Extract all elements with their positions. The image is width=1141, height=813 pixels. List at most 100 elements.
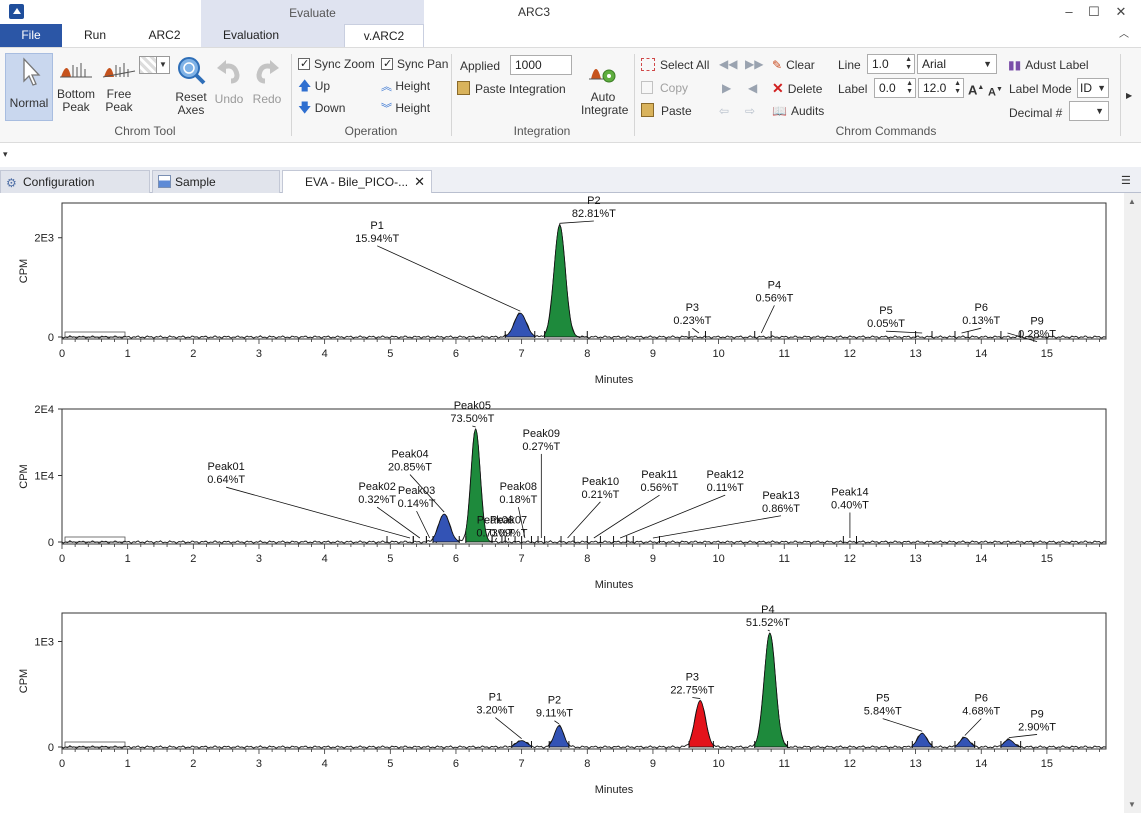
x-tick-label: 5	[387, 348, 393, 360]
font-family-dropdown[interactable]: Arial ▼	[917, 54, 997, 74]
peak-name-label: Peak07	[490, 514, 527, 526]
peak-name-label: Peak11	[641, 469, 678, 481]
normal-tool-button[interactable]: Normal	[5, 53, 53, 121]
peak-name-label: Peak01	[207, 461, 244, 473]
tab-list-menu-icon[interactable]: ☰	[1121, 175, 1131, 187]
audits-label: Audits	[790, 104, 825, 118]
x-tick-label: 12	[844, 758, 856, 770]
first-peak-icon[interactable]: ◀◀	[719, 57, 738, 71]
reset-axes-label-line1: Reset	[175, 90, 207, 104]
paste-button[interactable]: Paste	[641, 103, 692, 119]
close-icon[interactable]: ✕	[1115, 4, 1127, 19]
select-all-button[interactable]: Select All	[641, 57, 709, 73]
plot-frame	[61, 408, 1107, 545]
stepper-arrows-icon: ▲ ▼	[906, 80, 913, 95]
tab-run[interactable]: Run	[83, 28, 106, 42]
peak-leader-line	[409, 474, 445, 513]
tab-varc2[interactable]: v.ARC2	[344, 24, 424, 47]
window-title: ARC3	[518, 5, 551, 19]
peak-area	[688, 700, 714, 748]
arrow-up-icon: 🡅	[298, 78, 312, 93]
increase-font-icon[interactable]: A▲	[968, 82, 985, 98]
label-mode-dropdown[interactable]: ID ▼	[1077, 78, 1109, 98]
label-offset-value: 0.0	[879, 81, 896, 95]
clear-button[interactable]: ✎ Clear	[772, 57, 815, 73]
sync-pan-checkbox[interactable]: Sync Pan	[381, 56, 448, 72]
peak-percent-label: 0.23%T	[673, 315, 711, 327]
ribbon-collapse-icon[interactable]: ︿	[1119, 29, 1129, 40]
y-axis-label: CPM	[18, 464, 30, 488]
delete-button[interactable]: ✕ Delete	[772, 80, 822, 97]
title-bar: Evaluate ARC3 – ☐ ✕	[0, 0, 1141, 24]
x-tick-label: 3	[256, 348, 262, 360]
doc-tab-sample[interactable]: Sample	[152, 170, 280, 193]
y-tick-label: 0	[48, 537, 54, 549]
sync-zoom-checkbox[interactable]: Sync Zoom	[298, 56, 375, 72]
tab-arc2[interactable]: ARC2	[148, 28, 181, 42]
copy-button[interactable]: Copy	[641, 80, 688, 96]
checkbox-checked-icon	[298, 56, 310, 72]
adjust-label-button[interactable]: ▮▮ Adust Label	[1008, 57, 1089, 73]
peak-name-label: P4	[761, 604, 774, 616]
move-left-icon[interactable]: ⇦	[719, 104, 730, 118]
vertical-scrollbar[interactable]: ▲ ▼	[1124, 193, 1141, 813]
undo-icon	[217, 60, 240, 84]
next-peak-icon[interactable]: ▶	[722, 81, 732, 95]
bottom-peak-button[interactable]: Bottom Peak	[55, 53, 97, 121]
last-peak-icon[interactable]: ▶▶	[745, 57, 764, 71]
x-tick-label: 1	[125, 553, 131, 565]
x-tick-label: 10	[712, 758, 724, 770]
up-button[interactable]: 🡅 Up	[298, 78, 330, 94]
peak-area	[432, 513, 460, 543]
close-tab-icon[interactable]: ✕	[414, 174, 425, 189]
scroll-down-icon[interactable]: ▼	[1128, 800, 1136, 809]
previous-peak-icon[interactable]: ◀	[748, 81, 758, 95]
tab-file[interactable]: File	[0, 24, 62, 47]
applied-input[interactable]: 1000	[510, 55, 572, 75]
label-label: Label	[838, 82, 868, 96]
peak-name-label: P6	[975, 693, 988, 705]
doc-tab-configuration-label: Configuration	[23, 175, 95, 189]
x-axis-label: Minutes	[595, 374, 634, 386]
down-button[interactable]: 🡇 Down	[298, 100, 345, 116]
minimize-icon[interactable]: –	[1065, 4, 1073, 19]
paste-integration-button[interactable]: Paste Integration	[457, 81, 566, 97]
peak-leader-line	[692, 327, 700, 334]
x-tick-label: 5	[387, 553, 393, 565]
doc-tab-configuration[interactable]: ⚙ Configuration	[0, 170, 150, 193]
scroll-up-icon[interactable]: ▲	[1128, 197, 1136, 206]
sync-zoom-label: Sync Zoom	[314, 57, 375, 71]
redo-button[interactable]: Redo	[249, 53, 285, 113]
reset-axes-button[interactable]: Reset Axes	[172, 53, 210, 121]
height-down-button[interactable]: ︾ Height	[381, 100, 430, 117]
adjust-label-text: Adust Label	[1025, 58, 1089, 72]
decrease-font-icon[interactable]: A▼	[988, 86, 1003, 99]
label-offset-stepper[interactable]: 0.0 ▲ ▼	[874, 78, 916, 98]
doc-tab-eva[interactable]: EVA - Bile_PICO-... ✕	[282, 170, 432, 193]
x-tick-label: 9	[650, 758, 656, 770]
undo-button[interactable]: Undo	[211, 53, 247, 113]
peak-leader-line	[1008, 734, 1038, 739]
peak-name-label: P9	[1030, 316, 1043, 328]
paste-label: Paste	[661, 104, 692, 118]
peak-percent-label: 0.05%T	[867, 318, 905, 330]
peak-name-label: P3	[686, 672, 699, 684]
tab-evaluation[interactable]: Evaluation	[201, 24, 301, 47]
line-width-stepper[interactable]: 1.0 ▲ ▼	[867, 54, 915, 74]
auto-integrate-button[interactable]: Auto Integrate	[581, 53, 628, 121]
move-right-icon[interactable]: ⇨	[745, 104, 756, 118]
quick-access-dropdown-icon[interactable]: ▾	[3, 149, 8, 159]
height-up-button[interactable]: ︽ Height	[381, 78, 430, 95]
font-size-stepper[interactable]: 12.0 ▲ ▼	[918, 78, 964, 98]
double-chevron-down-icon: ︾	[381, 103, 392, 115]
clipboard-icon	[641, 103, 654, 117]
decimal-dropdown[interactable]: ▼	[1069, 101, 1109, 121]
peak-style-dropdown[interactable]: ▼	[139, 56, 171, 78]
maximize-icon[interactable]: ☐	[1088, 4, 1100, 19]
ribbon-scroll-right-icon[interactable]: ▶	[1126, 91, 1133, 100]
free-peak-button[interactable]: Free Peak	[99, 53, 139, 121]
free-peak-label-line2: Peak	[105, 100, 133, 114]
audits-button[interactable]: 📖 Audits	[772, 103, 824, 119]
chevron-down-icon: ▼	[1097, 83, 1106, 93]
